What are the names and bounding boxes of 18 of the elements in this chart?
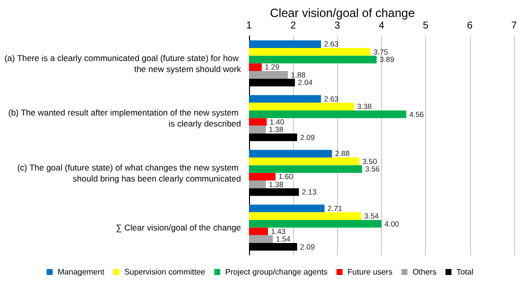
x-tick-label: 5 xyxy=(422,20,429,32)
legend-label: Others xyxy=(412,268,436,276)
legend-label: Future users xyxy=(348,268,392,276)
legend-label: Project group/change agents xyxy=(225,268,328,276)
chart-title: Clear vision/goal of change xyxy=(270,6,416,20)
legend-label: Supervision committee xyxy=(124,268,206,276)
legend-label: Management xyxy=(58,268,106,276)
y-tick-label: ∑ Clear vision/goal of the change xyxy=(116,222,242,233)
x-tick-label: 1 xyxy=(246,20,252,32)
x-tick-label: 3 xyxy=(334,20,341,32)
x-tick-label: 2 xyxy=(290,20,296,32)
y-tick-label: (c) The goal (future state) of what changes the new system should bring has been clearly communicated xyxy=(17,162,242,184)
x-tick-label: 6 xyxy=(467,20,474,32)
y-tick-label: (b) The wanted result after implementation of the new system is clearly described xyxy=(8,108,242,129)
y-tick-label: (a) There is a clearly communicated goal (future state) for how the new system should work xyxy=(4,52,242,74)
legend-label: Total xyxy=(456,268,474,276)
x-tick-label: 4 xyxy=(378,20,385,32)
x-tick-label: 7 xyxy=(511,20,518,32)
